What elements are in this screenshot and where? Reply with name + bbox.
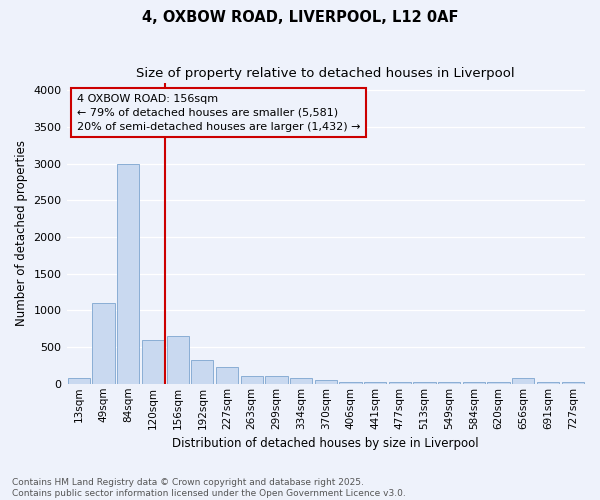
Bar [68, 378, 90, 384]
Bar [537, 382, 559, 384]
Bar [216, 368, 238, 384]
Bar [364, 382, 386, 384]
Bar [340, 382, 362, 384]
Y-axis label: Number of detached properties: Number of detached properties [15, 140, 28, 326]
Bar [463, 382, 485, 384]
Bar [167, 336, 189, 384]
Bar [117, 164, 139, 384]
Text: Contains HM Land Registry data © Crown copyright and database right 2025.
Contai: Contains HM Land Registry data © Crown c… [12, 478, 406, 498]
Bar [92, 303, 115, 384]
Bar [142, 340, 164, 384]
Bar [265, 376, 287, 384]
Bar [562, 382, 584, 384]
Bar [487, 382, 510, 384]
Bar [314, 380, 337, 384]
Bar [413, 382, 436, 384]
Text: 4 OXBOW ROAD: 156sqm
← 79% of detached houses are smaller (5,581)
20% of semi-de: 4 OXBOW ROAD: 156sqm ← 79% of detached h… [77, 94, 361, 132]
Bar [512, 378, 535, 384]
Bar [438, 382, 460, 384]
X-axis label: Distribution of detached houses by size in Liverpool: Distribution of detached houses by size … [172, 437, 479, 450]
Bar [191, 360, 214, 384]
Text: 4, OXBOW ROAD, LIVERPOOL, L12 0AF: 4, OXBOW ROAD, LIVERPOOL, L12 0AF [142, 10, 458, 25]
Title: Size of property relative to detached houses in Liverpool: Size of property relative to detached ho… [136, 68, 515, 80]
Bar [389, 382, 411, 384]
Bar [241, 376, 263, 384]
Bar [290, 378, 312, 384]
